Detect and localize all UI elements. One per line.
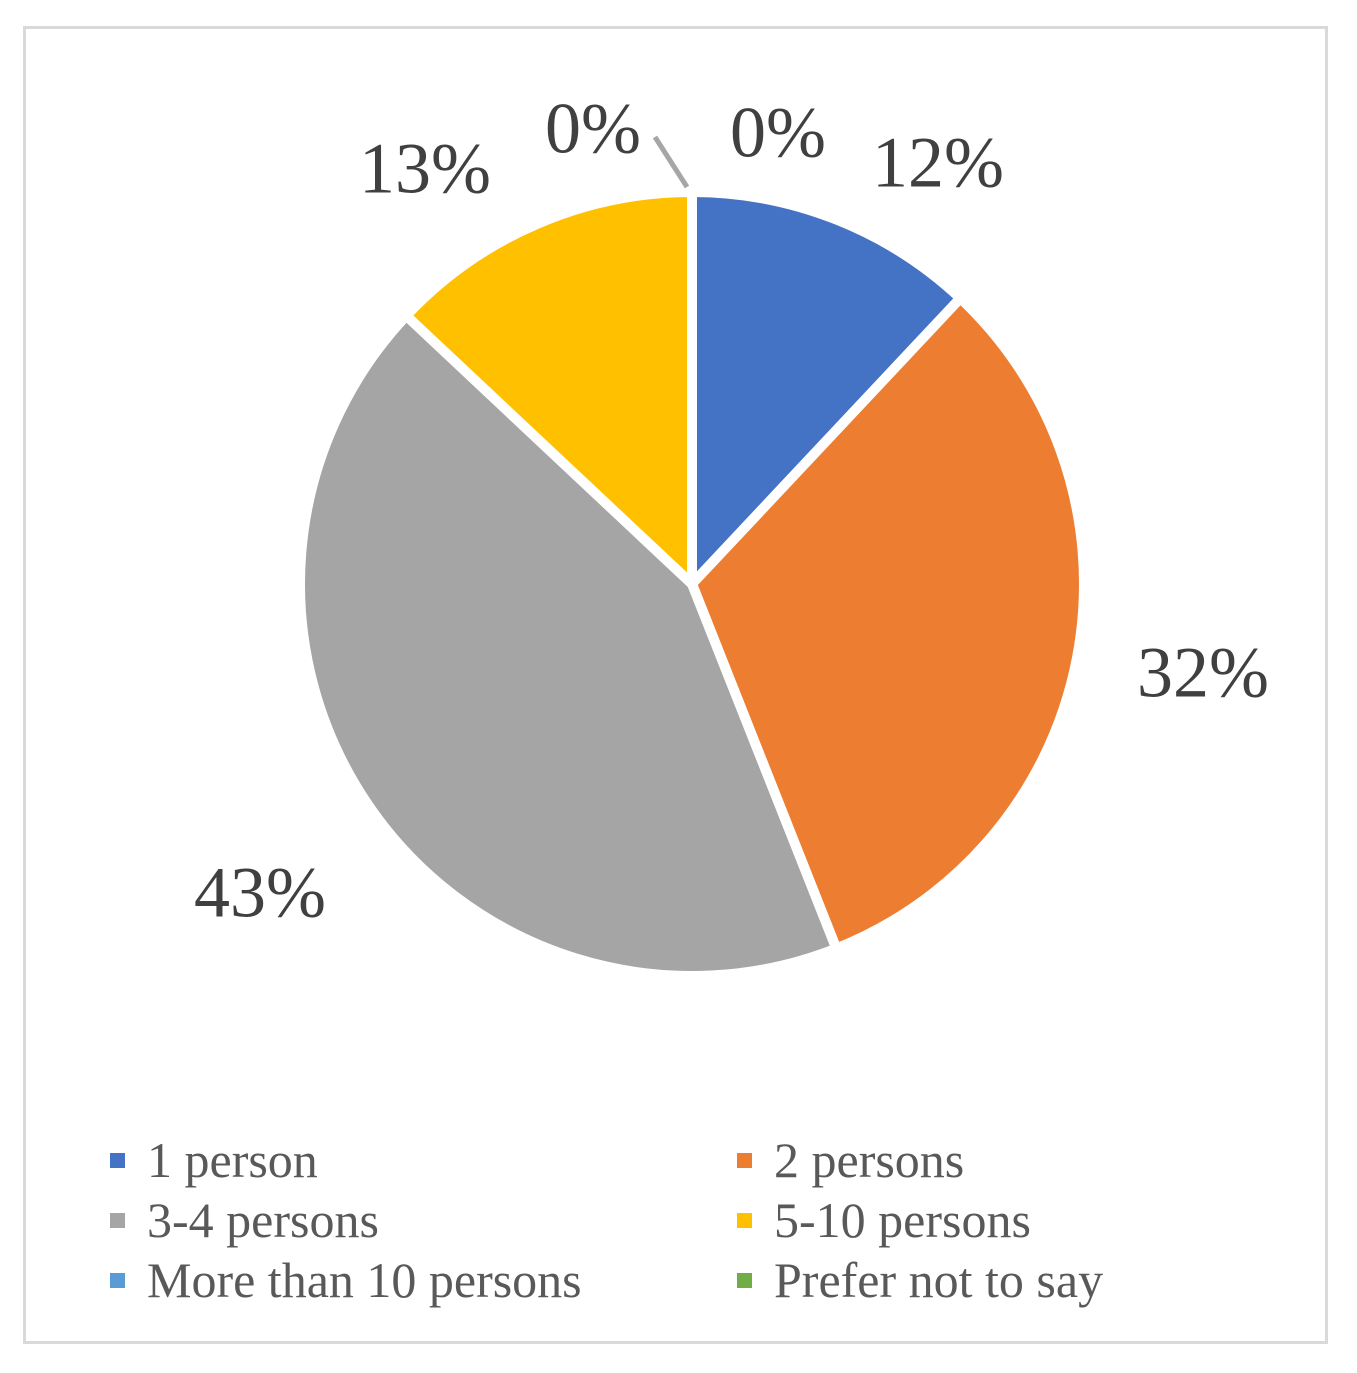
data-label-1-person: 12% <box>872 123 1004 203</box>
pie-slice-2-persons <box>687 293 1089 954</box>
pie-slice-5-10-persons <box>401 187 697 589</box>
data-label-2-persons: 32% <box>1137 633 1269 713</box>
data-label-3-4-persons: 43% <box>194 853 326 933</box>
leader-line <box>652 135 690 189</box>
data-labels: 12% 32% 43% 13% 0% 0% <box>194 89 1269 933</box>
leader-lines <box>652 135 690 189</box>
pie-slice-1-person <box>687 187 966 589</box>
data-label-more-than-10-persons: 0% <box>730 93 826 173</box>
data-label-5-10-persons: 13% <box>359 129 491 209</box>
pie-slice-3-4-persons <box>295 310 842 981</box>
data-label-prefer-not-to-say: 0% <box>545 89 641 169</box>
pie-slices <box>295 187 1089 981</box>
